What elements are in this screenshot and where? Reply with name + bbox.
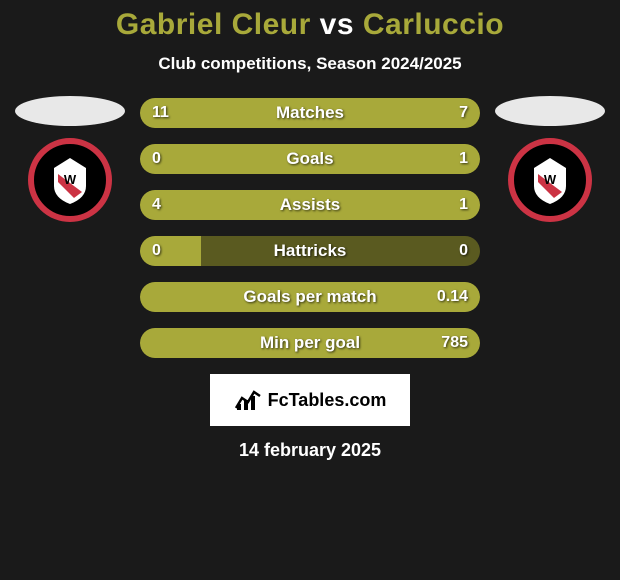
stat-label: Goals [286,149,333,169]
stat-label: Min per goal [260,333,360,353]
stat-bar: 11 Matches 7 [140,98,480,128]
date-line: 14 february 2025 [0,440,620,461]
player1-club-badge: W [28,138,112,222]
stat-fill-player2 [412,190,480,220]
club-crest-icon: W [42,152,98,208]
stat-fill-player1 [140,236,201,266]
stat-value-player2: 1 [459,150,468,168]
player1-column: W [10,96,130,222]
stat-fill-player1 [140,190,412,220]
title-player2: Carluccio [363,8,504,41]
main-row: W 11 Matches 7 0 Goals 1 4 Assists 1 0 Hattricks 0 G… [0,96,620,358]
branding-badge: FcTables.com [210,374,410,426]
branding-chart-icon [234,388,262,412]
stat-value-player1: 0 [152,150,161,168]
svg-text:W: W [544,172,557,187]
stat-value-player2: 0.14 [437,288,468,306]
stat-label: Goals per match [243,287,376,307]
title: Gabriel Cleur vs Carluccio [0,8,620,42]
comparison-card: Gabriel Cleur vs Carluccio Club competit… [0,0,620,580]
stat-label: Matches [276,103,344,123]
stat-value-player1: 4 [152,196,161,214]
stat-value-player2: 7 [459,104,468,122]
stat-value-player1: 0 [152,242,161,260]
stat-bar: 0 Hattricks 0 [140,236,480,266]
stat-bar: 4 Assists 1 [140,190,480,220]
title-player1: Gabriel Cleur [116,8,311,41]
title-vs: vs [311,8,363,41]
svg-text:W: W [64,172,77,187]
subtitle: Club competitions, Season 2024/2025 [0,54,620,74]
stat-value-player2: 0 [459,242,468,260]
player1-photo [15,96,125,126]
club-crest-icon: W [522,152,578,208]
stat-value-player1: 11 [152,104,169,122]
branding-text: FcTables.com [268,390,387,411]
stat-bar: Goals per match 0.14 [140,282,480,312]
stat-bar: 0 Goals 1 [140,144,480,174]
player2-photo [495,96,605,126]
player2-club-badge: W [508,138,592,222]
stat-label: Assists [280,195,340,215]
stat-label: Hattricks [274,241,347,261]
stat-value-player2: 1 [459,196,468,214]
stats-column: 11 Matches 7 0 Goals 1 4 Assists 1 0 Hattricks 0 Goa… [140,98,480,358]
stat-bar: Min per goal 785 [140,328,480,358]
player2-column: W [490,96,610,222]
stat-value-player2: 785 [441,334,468,352]
